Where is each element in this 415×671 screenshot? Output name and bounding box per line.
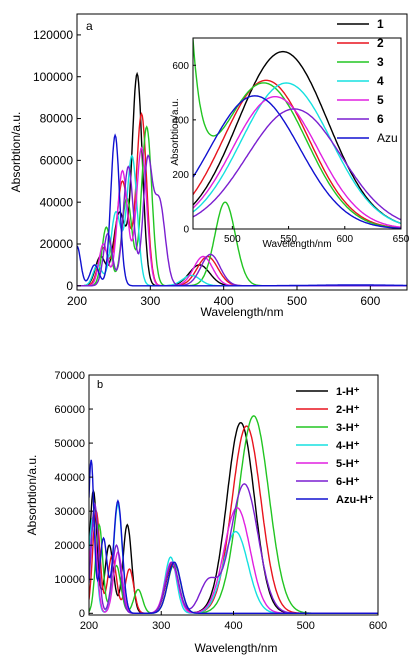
x-tick-label: 600: [369, 620, 387, 632]
x-tick-label: 400: [214, 294, 234, 308]
x-tick-label: 300: [152, 620, 170, 632]
inset-chart: 500 550 600 650 0 200 400 600 Wavelength/nm Ab…: [170, 37, 410, 250]
panel-b-legend: 1-H⁺ 2-H⁺ 3-H⁺ 4-H⁺ 5-H⁺ 6-H⁺ Azu-H⁺: [296, 386, 374, 506]
legend-label: 6: [377, 112, 384, 126]
y-tick-label: 60000: [54, 404, 85, 416]
y-tick-label: 20000: [40, 237, 74, 251]
panel-a-frame: [76, 13, 408, 291]
legend-label: Azu: [377, 131, 398, 145]
series-line-2: [193, 79, 401, 229]
x-tick-label: 200: [80, 620, 98, 632]
series-line-6: [193, 108, 401, 221]
panel-b-x-axis-label: Wavelength/nm: [195, 641, 278, 655]
y-tick-label: 200: [172, 170, 189, 181]
y-tick-label: 400: [172, 115, 189, 126]
y-tick-label: 50000: [54, 438, 85, 450]
x-tick-label: 500: [297, 620, 315, 632]
series-line-azu: [193, 95, 401, 229]
y-tick-label: 10000: [54, 574, 85, 586]
y-tick-label: 0: [79, 608, 85, 620]
y-tick-label: 40000: [54, 472, 85, 484]
y-tick-label: 0: [183, 225, 189, 236]
legend-label: 3: [377, 55, 384, 69]
legend-label: 4: [377, 74, 384, 88]
series-line-5: [193, 96, 401, 228]
series-line-6-h: [89, 483, 378, 614]
series-line-3: [193, 39, 401, 229]
x-tick-label: 400: [224, 620, 242, 632]
legend-label: 4-H⁺: [336, 440, 360, 452]
legend-label: 6-H⁺: [336, 476, 360, 488]
x-tick-label: 600: [360, 294, 380, 308]
legend-label: 5-H⁺: [336, 458, 360, 470]
y-tick-label: 60000: [40, 154, 74, 168]
y-tick-label: 80000: [40, 112, 74, 126]
legend-label: Azu-H⁺: [336, 494, 374, 506]
legend-label: 1: [377, 17, 384, 31]
inset-frame: [192, 37, 402, 230]
panel-a-x-axis-label: Wavelength/nm: [201, 305, 284, 319]
series-line-azu: [77, 133, 407, 287]
inset-x-axis-label: Wavelength/nm: [262, 239, 331, 250]
series-line-1: [193, 50, 401, 224]
legend-label: 5: [377, 93, 384, 107]
panel-b-y-axis-label: Absorbtion/a.u.: [25, 455, 39, 536]
panel-a-y-axis-label: Absorbtion/a.u.: [9, 112, 23, 193]
legend-label: 2: [377, 36, 384, 50]
x-tick-label: 500: [287, 294, 307, 308]
panel-a-chart: 200 300 400 500 600 0 20000 40000 60000 80000 100…: [9, 13, 410, 319]
panel-a-legend: 1 2 3 4 5 6 Azu: [337, 17, 398, 145]
x-tick-label: 300: [140, 294, 160, 308]
y-tick-label: 40000: [40, 195, 74, 209]
inset-y-axis-label: Absorbtion/a.u.: [170, 98, 181, 165]
x-tick-label: 200: [67, 294, 87, 308]
x-tick-label: 550: [280, 234, 297, 245]
panel-b-label: b: [97, 379, 103, 391]
y-tick-label: 70000: [54, 370, 85, 382]
y-tick-label: 100000: [33, 70, 73, 84]
y-tick-label: 0: [66, 279, 73, 293]
x-tick-label: 500: [224, 234, 241, 245]
legend-label: 2-H⁺: [336, 404, 360, 416]
legend-label: 1-H⁺: [336, 386, 360, 398]
panel-a-label: a: [86, 19, 93, 33]
panel-b-chart: 200 300 400 500 600 0 10000 20000 30000 40000 500…: [25, 370, 387, 655]
x-tick-label: 600: [336, 234, 353, 245]
y-tick-label: 30000: [54, 506, 85, 518]
x-tick-label: 650: [393, 234, 410, 245]
legend-label: 3-H⁺: [336, 422, 360, 434]
y-tick-label: 120000: [33, 28, 73, 42]
series-line-4: [193, 82, 401, 224]
y-tick-label: 600: [172, 61, 189, 72]
y-tick-label: 20000: [54, 540, 85, 552]
